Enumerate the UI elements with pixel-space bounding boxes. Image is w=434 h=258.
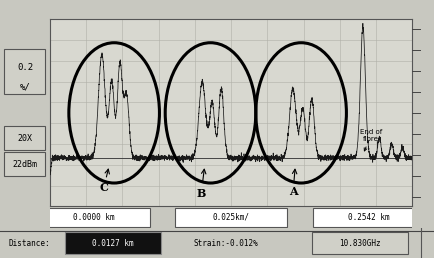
Text: %/: %/ [20, 82, 30, 91]
Text: C: C [99, 169, 109, 194]
FancyBboxPatch shape [312, 208, 425, 227]
Text: 22dBm: 22dBm [13, 160, 37, 169]
FancyBboxPatch shape [37, 208, 150, 227]
Text: End of
fibre: End of fibre [360, 128, 382, 151]
Text: 0.0000 km: 0.0000 km [72, 213, 114, 222]
Text: 20X: 20X [17, 134, 33, 143]
FancyBboxPatch shape [4, 126, 45, 150]
FancyBboxPatch shape [312, 232, 408, 254]
Text: B: B [197, 169, 206, 199]
Text: A: A [289, 169, 297, 197]
FancyBboxPatch shape [65, 232, 161, 254]
Text: 0.0127 km: 0.0127 km [92, 239, 134, 248]
Text: 0.2542 km: 0.2542 km [348, 213, 390, 222]
FancyBboxPatch shape [4, 49, 45, 94]
Text: Strain:-0.012%: Strain:-0.012% [193, 239, 258, 248]
FancyBboxPatch shape [4, 152, 45, 176]
FancyBboxPatch shape [175, 208, 287, 227]
Text: 10.830GHz: 10.830GHz [339, 239, 381, 248]
Text: Distance:: Distance: [9, 239, 50, 248]
Text: 0.025km/: 0.025km/ [213, 213, 250, 222]
Text: 0.2: 0.2 [17, 63, 33, 72]
